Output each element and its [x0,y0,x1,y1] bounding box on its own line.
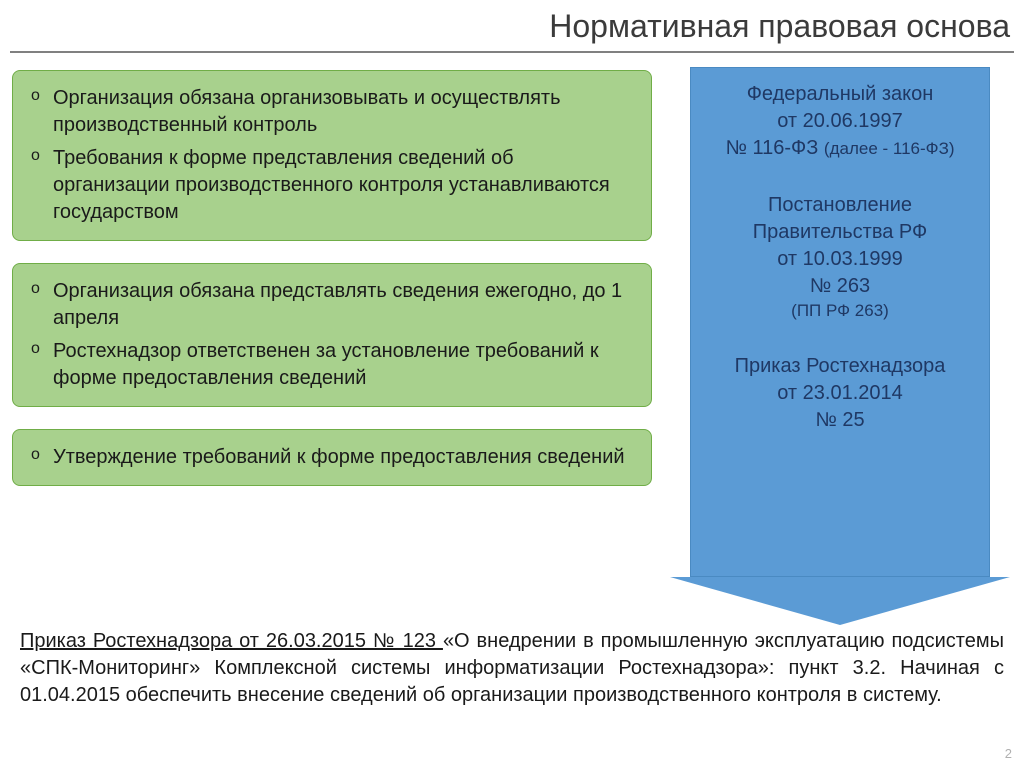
info-box-1: Организация обязана организовывать и осу… [12,70,652,241]
box1-item1: Организация обязана организовывать и осу… [27,85,633,139]
law-2: Постановление Правительства РФ от 10.03.… [700,192,980,323]
footer-underlined: Приказ Ростехнадзора от 26.03.2015 № 123 [20,630,443,652]
title-divider [10,51,1014,53]
law1-sub: (далее - 116-ФЗ) [824,139,955,158]
laws-arrow: Федеральный закон от 20.06.1997 № 116-ФЗ… [670,67,1010,627]
left-column: Организация обязана организовывать и осу… [12,70,652,508]
law-1: Федеральный закон от 20.06.1997 № 116-ФЗ… [700,81,980,162]
law3-line3: № 25 [700,407,980,434]
info-box-2: Организация обязана представлять сведени… [12,263,652,407]
law1-line1: Федеральный закон [700,81,980,108]
arrow-head-icon [670,577,1010,625]
law2-sub: (ПП РФ 263) [700,300,980,323]
box2-item1: Организация обязана представлять сведени… [27,278,633,332]
box1-item2: Требования к форме представления сведени… [27,145,633,226]
footer-paragraph: Приказ Ростехнадзора от 26.03.2015 № 123… [20,628,1004,709]
box2-item2: Ростехнадзор ответственен за установлени… [27,338,633,392]
arrow-content: Федеральный закон от 20.06.1997 № 116-ФЗ… [690,67,990,577]
info-box-3: Утверждение требований к форме предостав… [12,429,652,486]
page-number: 2 [1005,746,1012,761]
page-title: Нормативная правовая основа [549,8,1010,45]
law2-line2: от 10.03.1999 [700,246,980,273]
box3-item1: Утверждение требований к форме предостав… [27,444,633,471]
law-3: Приказ Ростехнадзора от 23.01.2014 № 25 [700,353,980,434]
law2-line1: Постановление Правительства РФ [700,192,980,246]
law2-line3: № 263 [700,273,980,300]
law1-line3: № 116-ФЗ [726,137,819,159]
law1-line2: от 20.06.1997 [700,108,980,135]
law3-line1: Приказ Ростехнадзора [700,353,980,380]
law3-line2: от 23.01.2014 [700,380,980,407]
